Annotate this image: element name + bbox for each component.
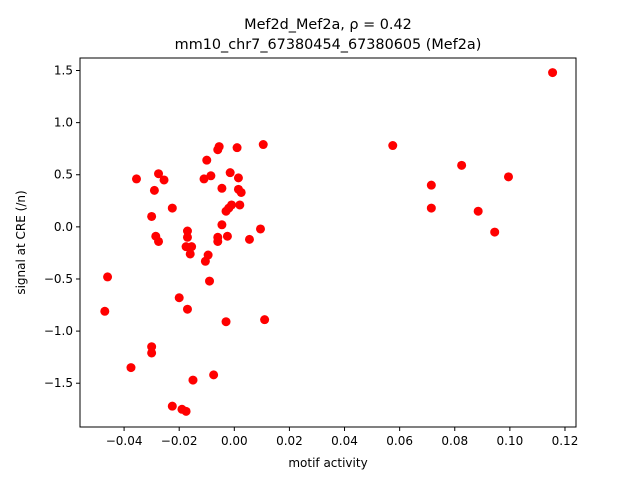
y-tick-label: −1.5	[44, 376, 73, 390]
x-tick-label: 0.10	[497, 434, 524, 448]
x-tick-label: −0.04	[106, 434, 143, 448]
data-point-40	[187, 242, 197, 252]
data-point-34	[213, 236, 223, 246]
data-point-49	[182, 304, 192, 314]
data-point-6	[473, 206, 483, 216]
data-point-48	[100, 306, 110, 316]
x-tick-label: 0.02	[276, 434, 303, 448]
chart-title-line-1: Mef2d_Mef2a, ρ = 0.42	[244, 17, 412, 33]
scatter-points	[100, 68, 558, 416]
data-point-5	[426, 203, 436, 213]
data-point-25	[147, 211, 157, 221]
y-tick-label: 1.5	[54, 64, 73, 78]
data-point-32	[222, 231, 232, 241]
x-tick-label: −0.02	[161, 434, 198, 448]
data-point-23	[149, 185, 159, 195]
data-point-13	[225, 168, 235, 178]
data-point-20	[154, 169, 164, 179]
data-point-55	[209, 370, 219, 380]
data-point-43	[200, 256, 210, 266]
data-point-51	[260, 315, 270, 325]
x-tick-label: 0.08	[441, 434, 468, 448]
x-axis-ticks: −0.04 −0.02 0.00 0.02 0.04 0.06 0.08 0.10 0.12	[106, 427, 579, 448]
data-point-46	[205, 276, 215, 286]
x-tick-label: 0.00	[221, 434, 248, 448]
y-tick-label: 0.5	[54, 168, 73, 182]
data-point-52	[147, 342, 157, 352]
data-point-57	[167, 401, 177, 411]
data-point-44	[244, 234, 254, 244]
data-point-53	[147, 348, 157, 358]
plot-area-frame	[79, 57, 577, 428]
data-point-15	[199, 174, 209, 184]
data-point-59	[181, 406, 191, 416]
data-point-56	[188, 375, 198, 385]
x-tick-label: 0.06	[386, 434, 413, 448]
data-point-54	[126, 363, 136, 373]
data-point-22	[131, 174, 141, 184]
data-point-30	[217, 220, 227, 230]
data-point-17	[217, 183, 227, 193]
y-tick-label: −0.5	[44, 272, 73, 286]
data-point-0	[548, 68, 558, 78]
data-point-9	[232, 143, 242, 153]
data-point-7	[490, 227, 500, 237]
data-point-45	[103, 272, 113, 282]
data-point-21	[159, 175, 169, 185]
y-tick-label: 0.0	[54, 220, 73, 234]
data-point-27	[235, 200, 245, 210]
x-tick-label: 0.04	[331, 434, 358, 448]
data-point-14	[206, 171, 216, 181]
data-point-37	[182, 226, 192, 236]
data-point-38	[182, 232, 192, 242]
y-axis-label: signal at CRE (/n)	[14, 190, 28, 294]
data-point-1	[388, 141, 398, 151]
x-axis-label: motif activity	[288, 456, 367, 470]
data-point-19	[236, 187, 246, 197]
data-point-3	[503, 172, 513, 182]
data-point-31	[255, 224, 265, 234]
data-point-8	[258, 140, 268, 150]
data-point-2	[457, 160, 467, 170]
data-point-12	[202, 155, 212, 165]
data-point-11	[213, 145, 223, 155]
y-tick-label: −1.0	[44, 324, 73, 338]
data-point-47	[174, 293, 184, 303]
data-point-4	[426, 180, 436, 190]
x-tick-label: 0.12	[552, 434, 579, 448]
data-point-29	[221, 206, 231, 216]
y-axis-ticks: −1.5 −1.0 −0.5 0.0 0.5 1.0 1.5	[44, 64, 80, 390]
data-point-50	[221, 317, 231, 327]
data-point-24	[167, 203, 177, 213]
y-tick-label: 1.0	[54, 116, 73, 130]
data-point-36	[154, 236, 164, 246]
data-point-41	[185, 249, 195, 259]
chart-title-line-2: mm10_chr7_67380454_67380605 (Mef2a)	[175, 37, 482, 53]
data-point-16	[233, 173, 243, 183]
